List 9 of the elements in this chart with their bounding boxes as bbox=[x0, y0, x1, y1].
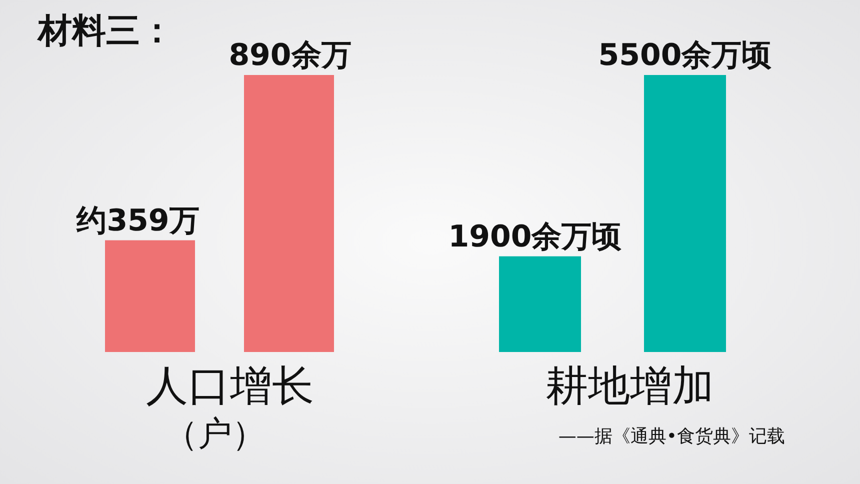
data-label: 1900余万顷 bbox=[448, 219, 622, 254]
data-label: 5500余万顷 bbox=[598, 38, 772, 73]
text: ——据《通典•食货典》记载 bbox=[558, 426, 785, 447]
x-axis-title: 人口增长 bbox=[146, 361, 314, 410]
data-label: 890余万 bbox=[228, 38, 352, 73]
chart-title: 材料三： bbox=[36, 11, 174, 51]
text: （户） bbox=[164, 414, 266, 454]
x-axis-title: 耕地增加 bbox=[546, 361, 714, 410]
data-label: 约359万 bbox=[76, 203, 200, 238]
